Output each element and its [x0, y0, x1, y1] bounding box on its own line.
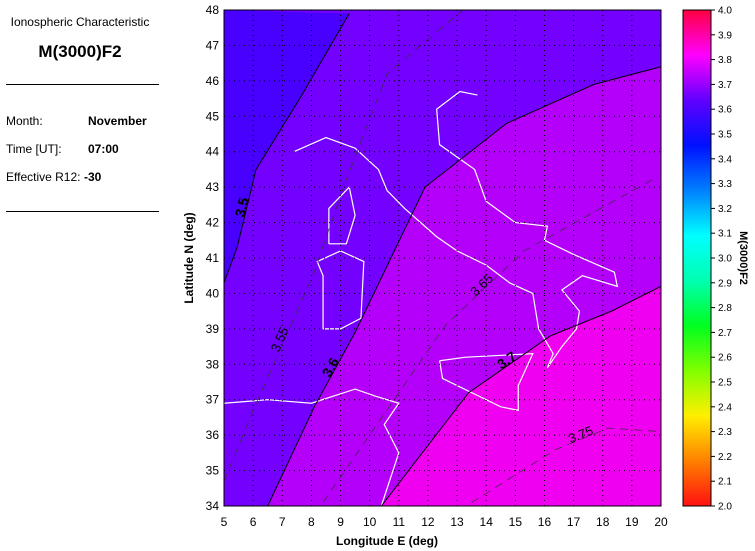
y-tick-label: 41 [206, 251, 220, 265]
x-tick-label: 19 [625, 515, 639, 529]
y-tick-label: 40 [206, 286, 220, 300]
x-tick-label: 15 [509, 515, 523, 529]
x-tick-label: 5 [221, 515, 228, 529]
colorbar-tick-label: 2.2 [718, 452, 732, 463]
colorbar-tick-label: 3.5 [718, 130, 732, 141]
x-tick-label: 17 [567, 515, 581, 529]
colorbar-tick-label: 2.0 [718, 502, 732, 513]
colorbar-label: M(3000)F2 [737, 231, 749, 285]
y-tick-label: 43 [206, 180, 220, 194]
divider [6, 84, 159, 85]
x-tick-label: 16 [538, 515, 552, 529]
x-tick-label: 20 [654, 515, 668, 529]
x-axis-label: Longitude E (deg) [336, 534, 438, 548]
y-tick-label: 35 [206, 464, 220, 478]
region-fill [224, 10, 350, 283]
x-tick-label: 7 [279, 515, 286, 529]
coastline-sardinia [316, 250, 365, 330]
characteristic-subtitle: Ionospheric Characteristic [10, 15, 150, 29]
x-tick-label: 11 [393, 515, 406, 529]
contour-line [322, 176, 659, 503]
colorbar-tick-label: 3.0 [718, 254, 732, 265]
colorbar-tick-label: 3.3 [718, 179, 732, 190]
colorbar-tick-label: 2.4 [718, 402, 732, 413]
x-tick-label: 12 [421, 515, 435, 529]
x-tick-label: 14 [480, 515, 494, 529]
y-tick-label: 38 [206, 357, 220, 371]
x-tick-label: 18 [596, 515, 610, 529]
y-tick-label: 46 [206, 74, 220, 88]
colorbar-tick-label: 3.6 [718, 105, 732, 116]
colorbar-tick-label: 2.8 [718, 303, 732, 314]
coastline-italy [293, 90, 619, 369]
colorbar-tick-label: 3.8 [718, 55, 732, 66]
y-tick-label: 47 [206, 38, 220, 52]
x-tick-label: 13 [450, 515, 464, 529]
contour-label: 3.5 [232, 196, 252, 219]
x-tick-label: 10 [363, 515, 377, 529]
y-axis-label: Latitude N (deg) [182, 212, 196, 303]
colorbar-tick-label: 2.6 [718, 353, 732, 364]
contour-line [267, 66, 661, 506]
y-tick-label: 37 [206, 393, 220, 407]
y-tick-label: 44 [206, 145, 220, 159]
y-tick-label: 45 [206, 109, 220, 123]
colorbar-tick-label: 2.3 [718, 427, 732, 438]
y-tick-label: 48 [206, 3, 220, 17]
x-tick-label: 8 [308, 515, 315, 529]
colorbar-tick-label: 2.9 [718, 278, 732, 289]
contour-line [224, 13, 350, 283]
month-value: November [88, 114, 147, 128]
divider [6, 211, 159, 212]
x-tick-label: 6 [250, 515, 257, 529]
time-value: 07:00 [88, 142, 119, 156]
characteristic-title: M(3000)F2 [38, 42, 122, 61]
colorbar-tick-label: 2.7 [718, 328, 732, 339]
x-tick-label: 9 [337, 515, 344, 529]
colorbar-tick-label: 3.7 [718, 80, 732, 91]
y-tick-label: 42 [206, 216, 220, 230]
colorbar-tick-label: 2.1 [718, 477, 732, 488]
colorbar [682, 9, 712, 507]
contour-line [224, 10, 464, 482]
r12-value: -30 [84, 170, 102, 184]
colorbar-tick-label: 4.0 [718, 6, 732, 17]
region-fill [224, 10, 661, 506]
y-tick-label: 39 [206, 322, 220, 336]
r12-label: Effective R12: [6, 170, 81, 184]
coastline-corsica [328, 185, 356, 245]
plot-frame [223, 9, 662, 507]
colorbar-tick-label: 3.4 [718, 154, 732, 165]
colorbar-tick-label: 3.2 [718, 204, 732, 215]
contour-line [380, 285, 661, 506]
time-label: Time [UT]: [6, 142, 62, 156]
colorbar-tick-label: 3.1 [718, 229, 732, 240]
contour-line [471, 427, 661, 503]
y-tick-label: 34 [206, 499, 220, 513]
month-label: Month: [6, 114, 43, 128]
colorbar-tick-label: 3.9 [718, 30, 732, 41]
y-tick-label: 36 [206, 428, 220, 442]
colorbar-tick-label: 2.5 [718, 378, 732, 389]
coastline-sicily [438, 353, 534, 412]
